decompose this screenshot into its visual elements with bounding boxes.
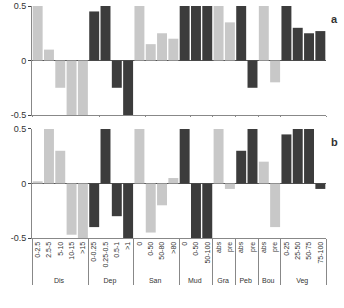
- svg-text:pre: pre: [226, 242, 234, 252]
- svg-text:2.5-5: 2.5-5: [45, 242, 52, 258]
- svg-text:0: 0: [136, 242, 143, 246]
- svg-text:Dis: Dis: [54, 277, 65, 284]
- svg-text:Gra: Gra: [217, 277, 229, 284]
- svg-text:abs: abs: [237, 241, 244, 253]
- svg-text:25-50: 25-50: [294, 242, 301, 260]
- svg-text:b: b: [331, 136, 338, 148]
- svg-text:>15: >15: [79, 242, 86, 254]
- svg-text:0-2.5: 0-2.5: [34, 242, 41, 258]
- svg-text:0.5: 0.5: [14, 124, 27, 134]
- svg-text:50-75: 50-75: [305, 242, 312, 260]
- svg-text:0-50: 0-50: [192, 242, 199, 256]
- svg-text:Bou: Bou: [262, 277, 275, 284]
- svg-text:0: 0: [21, 179, 26, 189]
- svg-text:abs: abs: [215, 241, 222, 253]
- svg-text:50-80: 50-80: [158, 242, 165, 260]
- svg-text:0.5-1: 0.5-1: [113, 242, 120, 258]
- svg-text:0: 0: [181, 242, 188, 246]
- svg-text:0.5: 0.5: [14, 1, 27, 11]
- svg-text:Dep: Dep: [104, 277, 117, 285]
- svg-text:Peb: Peb: [239, 277, 252, 284]
- svg-text:-0.5: -0.5: [11, 110, 27, 120]
- svg-text:5-10: 5-10: [57, 242, 64, 256]
- svg-text:-0.5: -0.5: [11, 233, 27, 243]
- svg-text:0-25: 0-25: [283, 242, 290, 256]
- svg-text:50-100: 50-100: [204, 242, 211, 264]
- svg-text:>80: >80: [170, 242, 177, 254]
- svg-text:Mud: Mud: [188, 277, 202, 284]
- svg-text:abs: abs: [260, 241, 267, 253]
- svg-text:0: 0: [21, 56, 26, 66]
- svg-text:>1: >1: [124, 242, 131, 250]
- svg-text:Veg: Veg: [296, 277, 308, 285]
- svg-text:San: San: [149, 277, 162, 284]
- svg-text:75-100: 75-100: [317, 242, 324, 264]
- svg-text:0-0.25: 0-0.25: [90, 242, 97, 262]
- svg-text:pre: pre: [249, 242, 257, 252]
- svg-text:0.25-0.5: 0.25-0.5: [102, 242, 109, 268]
- svg-text:10-15: 10-15: [68, 242, 75, 260]
- svg-text:a: a: [331, 13, 338, 25]
- svg-text:pre: pre: [271, 242, 279, 252]
- svg-text:0-50: 0-50: [147, 242, 154, 256]
